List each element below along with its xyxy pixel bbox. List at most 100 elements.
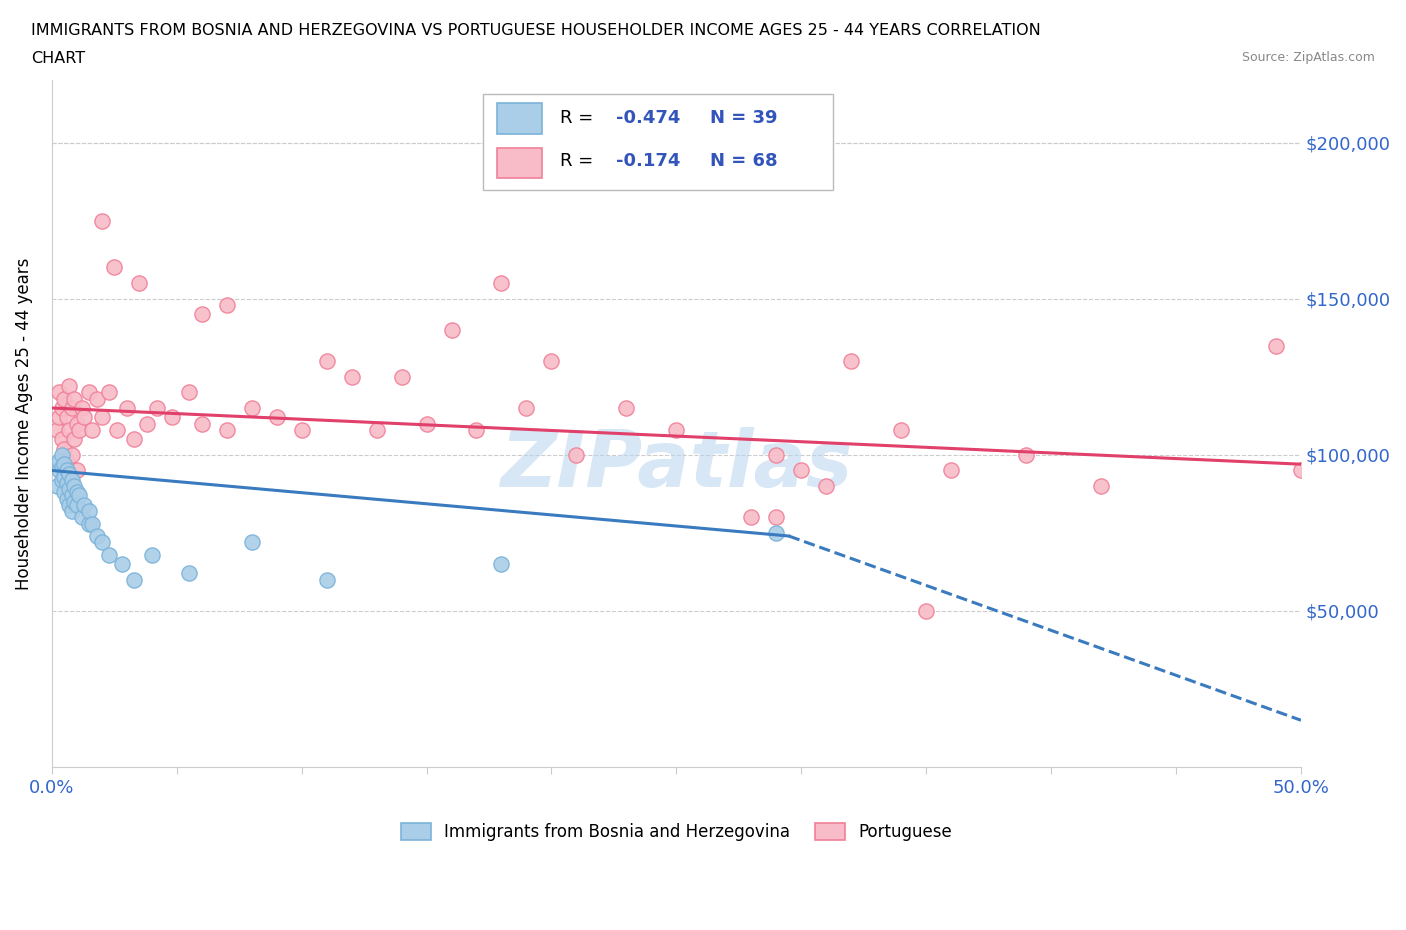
Point: [515, 401, 537, 416]
Point: [98, 548, 121, 563]
Point: [111, 557, 134, 572]
Point: [53, 392, 76, 406]
Point: [55, 454, 77, 469]
Point: [315, 353, 337, 368]
Point: [190, 307, 212, 322]
Point: [70, 401, 93, 416]
Point: [141, 548, 163, 563]
Point: [1015, 447, 1038, 462]
Point: [1265, 339, 1288, 353]
Point: [86, 392, 108, 406]
Point: [90, 410, 112, 425]
Point: [90, 213, 112, 228]
Point: [765, 525, 787, 540]
Point: [115, 401, 138, 416]
Point: [58, 466, 80, 481]
Point: [67, 488, 90, 503]
Point: [765, 447, 787, 462]
Point: [45, 422, 67, 437]
Point: [67, 422, 90, 437]
Point: [565, 447, 588, 462]
Point: [122, 432, 145, 446]
Point: [48, 385, 70, 400]
Point: [73, 498, 96, 512]
Point: [66, 416, 89, 431]
Point: [440, 323, 463, 338]
Point: [315, 572, 337, 587]
Point: [415, 416, 437, 431]
Point: [240, 401, 263, 416]
Point: [215, 298, 238, 312]
Point: [58, 498, 80, 512]
Point: [53, 470, 76, 485]
Point: [66, 463, 89, 478]
Point: [63, 392, 86, 406]
Point: [63, 479, 86, 494]
Point: [839, 353, 862, 368]
Point: [266, 410, 288, 425]
Point: [340, 369, 363, 384]
Point: [190, 416, 212, 431]
Point: [51, 432, 73, 446]
Point: [491, 275, 513, 290]
Point: [86, 528, 108, 543]
Point: [765, 510, 787, 525]
Point: [51, 401, 73, 416]
Point: [66, 485, 89, 499]
Point: [135, 416, 157, 431]
Point: [58, 379, 80, 393]
Point: [491, 557, 513, 572]
Point: [465, 422, 488, 437]
Point: [103, 260, 125, 275]
Point: [55, 475, 77, 490]
Point: [48, 463, 70, 478]
Point: [240, 535, 263, 550]
Point: [60, 504, 83, 519]
Point: [51, 472, 73, 487]
Y-axis label: Householder Income Ages 25 - 44 years: Householder Income Ages 25 - 44 years: [15, 258, 32, 590]
Point: [105, 422, 128, 437]
Point: [58, 422, 80, 437]
Legend: Immigrants from Bosnia and Herzegovina, Portuguese: Immigrants from Bosnia and Herzegovina, …: [394, 817, 959, 848]
Point: [73, 410, 96, 425]
Point: [616, 401, 638, 416]
Text: CHART: CHART: [31, 51, 84, 66]
Point: [55, 463, 77, 478]
Point: [179, 566, 201, 581]
Point: [665, 422, 688, 437]
Point: [915, 604, 938, 618]
Point: [58, 482, 80, 497]
Point: [45, 479, 67, 494]
Point: [77, 516, 100, 531]
Point: [1289, 463, 1312, 478]
Text: Source: ZipAtlas.com: Source: ZipAtlas.com: [1241, 51, 1375, 64]
Point: [77, 504, 100, 519]
Point: [941, 463, 963, 478]
Point: [63, 432, 86, 446]
Point: [145, 401, 167, 416]
Point: [90, 535, 112, 550]
Text: ZIPatlas: ZIPatlas: [501, 427, 852, 503]
Point: [53, 457, 76, 472]
Point: [391, 369, 413, 384]
Point: [53, 441, 76, 456]
Point: [77, 385, 100, 400]
Point: [51, 459, 73, 474]
Point: [60, 488, 83, 503]
Point: [53, 485, 76, 499]
Point: [890, 422, 912, 437]
Point: [815, 479, 838, 494]
Point: [60, 401, 83, 416]
Point: [160, 410, 183, 425]
Text: IMMIGRANTS FROM BOSNIA AND HERZEGOVINA VS PORTUGUESE HOUSEHOLDER INCOME AGES 25 : IMMIGRANTS FROM BOSNIA AND HERZEGOVINA V…: [31, 23, 1040, 38]
Point: [128, 275, 150, 290]
Point: [740, 510, 762, 525]
Point: [790, 463, 813, 478]
Point: [1090, 479, 1112, 494]
Point: [291, 422, 314, 437]
Point: [98, 385, 121, 400]
Point: [540, 353, 562, 368]
Point: [80, 422, 103, 437]
Point: [366, 422, 388, 437]
Point: [48, 410, 70, 425]
